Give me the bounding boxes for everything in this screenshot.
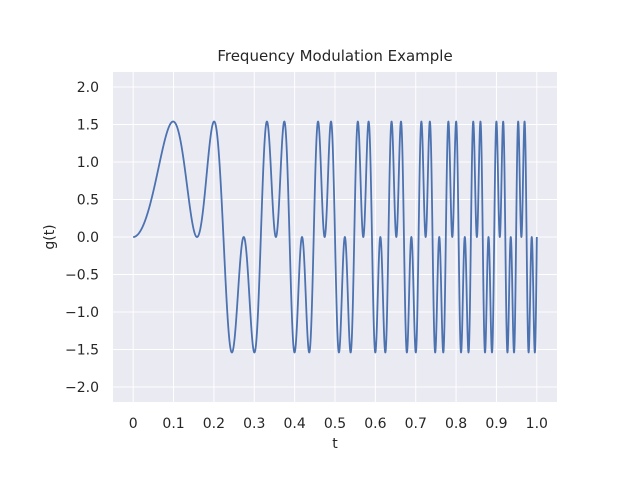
y-axis-label: g(t) bbox=[42, 224, 58, 249]
y-tick-label: −1.0 bbox=[65, 305, 99, 321]
x-tick-label: 0 bbox=[129, 416, 138, 432]
x-tick-label: 0.2 bbox=[203, 416, 225, 432]
x-tick-label: 0.9 bbox=[485, 416, 507, 432]
y-tick-label: 2.0 bbox=[77, 80, 99, 96]
y-tick-label: 1.5 bbox=[77, 118, 99, 134]
x-tick-label: 0.5 bbox=[324, 416, 346, 432]
x-tick-label: 0.6 bbox=[364, 416, 386, 432]
x-axis-label: t bbox=[332, 436, 338, 452]
x-tick-label: 1.0 bbox=[526, 416, 548, 432]
y-axis-ticks: −2.0 −1.5 −1.0 −0.5 0.0 0.5 1.0 1.5 2.0 bbox=[65, 80, 99, 396]
y-tick-label: −2.0 bbox=[65, 380, 99, 396]
y-tick-label: 0.5 bbox=[77, 193, 99, 209]
x-tick-label: 0.3 bbox=[243, 416, 265, 432]
series-layer bbox=[132, 120, 538, 354]
y-tick-label: 1.0 bbox=[77, 155, 99, 171]
x-tick-label: 0.7 bbox=[405, 416, 427, 432]
y-tick-label: −0.5 bbox=[65, 268, 99, 284]
chart-title: Frequency Modulation Example bbox=[217, 47, 452, 65]
y-tick-label: −1.5 bbox=[65, 343, 99, 359]
series-line bbox=[132, 120, 538, 354]
x-axis-ticks: 0 0.1 0.2 0.3 0.4 0.5 0.6 0.7 0.8 0.9 1.0 bbox=[129, 416, 548, 432]
x-tick-label: 0.1 bbox=[162, 416, 184, 432]
x-tick-label: 0.8 bbox=[445, 416, 467, 432]
x-tick-label: 0.4 bbox=[284, 416, 306, 432]
y-tick-label: 0.0 bbox=[77, 230, 99, 246]
